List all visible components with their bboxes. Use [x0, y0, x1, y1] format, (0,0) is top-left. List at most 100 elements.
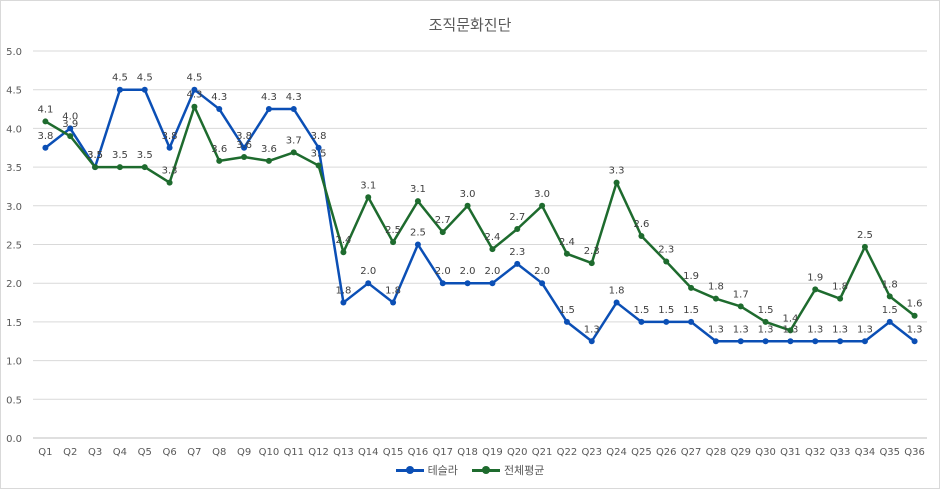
data-label: 1.8: [882, 279, 898, 290]
data-point: [42, 144, 49, 151]
data-point: [886, 318, 893, 325]
data-label: 2.3: [509, 247, 525, 258]
data-label: 3.9: [62, 119, 78, 130]
data-point: [613, 299, 620, 306]
data-label: 3.6: [211, 144, 227, 155]
data-label: 1.3: [584, 324, 600, 335]
x-tick-label: Q3: [88, 447, 102, 458]
data-label: 1.8: [385, 286, 401, 297]
data-label: 3.8: [311, 131, 327, 142]
legend-item: 전체평균: [471, 462, 545, 478]
data-label: 4.0: [62, 111, 78, 122]
x-tick-label: Q4: [113, 447, 127, 458]
data-label: 3.6: [261, 144, 277, 155]
y-tick-label: 2.5: [6, 241, 22, 252]
data-point: [42, 118, 49, 125]
x-tick-label: Q13: [333, 447, 354, 458]
x-tick-label: Q26: [656, 447, 677, 458]
legend-swatch: [471, 465, 500, 475]
y-tick-label: 1.0: [6, 357, 22, 368]
data-point: [464, 202, 471, 209]
data-point: [191, 86, 198, 93]
data-label: 1.9: [683, 271, 699, 282]
data-point: [216, 157, 223, 164]
data-label: 1.8: [335, 286, 351, 297]
data-point: [315, 144, 322, 151]
data-point: [737, 338, 744, 345]
data-point: [712, 338, 719, 345]
legend-item: 테슬라: [395, 462, 458, 478]
data-label: 4.5: [112, 73, 128, 84]
data-point: [340, 299, 347, 306]
data-label: 2.6: [633, 219, 649, 230]
data-point: [290, 149, 297, 156]
data-label: 3.5: [112, 150, 128, 161]
chart-title: 조직문화진단: [428, 16, 512, 34]
data-label: 4.5: [186, 73, 202, 84]
data-point: [67, 133, 74, 140]
x-axis-ticks: Q1 Q2 Q3 Q4 Q5 Q6 Q7 Q8 Q9 Q10 Q11 Q12 Q13 Q14 Q15 Q16 Q…: [38, 447, 925, 458]
data-label: 3.6: [236, 140, 252, 151]
data-point: [489, 280, 496, 287]
data-label: 3.3: [162, 166, 178, 177]
x-tick-label: Q19: [482, 447, 503, 458]
x-tick-label: Q8: [212, 447, 226, 458]
data-label: 4.3: [186, 90, 202, 101]
data-label: 3.7: [286, 135, 302, 146]
data-label: 3.3: [609, 166, 625, 177]
data-label: 1.5: [683, 305, 699, 316]
data-label: 1.5: [758, 305, 774, 316]
data-label: 1.5: [882, 305, 898, 316]
x-tick-label: Q33: [830, 447, 851, 458]
data-label: 2.4: [335, 235, 351, 246]
y-tick-label: 2.0: [6, 279, 22, 290]
x-tick-label: Q5: [138, 447, 152, 458]
legend-label: 전체평균: [503, 464, 545, 477]
data-point: [489, 246, 496, 253]
data-label: 4.5: [137, 73, 153, 84]
data-point: [414, 198, 421, 205]
data-point: [315, 162, 322, 169]
data-label: 1.4: [782, 313, 798, 324]
x-tick-label: Q21: [532, 447, 553, 458]
data-point: [390, 239, 397, 246]
data-label: 2.4: [484, 232, 500, 243]
x-tick-label: Q24: [606, 447, 627, 458]
y-tick-label: 3.5: [6, 163, 22, 174]
data-label: 2.7: [509, 212, 525, 223]
data-point: [787, 338, 794, 345]
y-tick-label: 5.0: [6, 47, 22, 58]
data-label: 1.3: [782, 324, 798, 335]
data-point: [837, 338, 844, 345]
data-label: 1.3: [758, 324, 774, 335]
x-tick-label: Q10: [259, 447, 280, 458]
data-point: [390, 299, 397, 306]
series-line: [44, 88, 916, 343]
data-label: 2.0: [460, 266, 476, 277]
x-tick-label: Q16: [408, 447, 429, 458]
data-label: 2.5: [410, 228, 426, 239]
x-tick-label: Q32: [805, 447, 826, 458]
data-point: [141, 86, 148, 93]
data-point: [688, 284, 695, 291]
data-label: 2.7: [435, 215, 451, 226]
data-label: 1.8: [609, 286, 625, 297]
data-point: [414, 241, 421, 248]
data-label: 1.9: [807, 272, 823, 283]
data-point: [265, 106, 272, 113]
data-label: 1.3: [733, 324, 749, 335]
data-point: [737, 303, 744, 310]
data-label: 3.5: [137, 150, 153, 161]
data-point: [638, 318, 645, 325]
data-point: [116, 164, 123, 171]
y-tick-label: 4.0: [6, 124, 22, 135]
data-label: 1.3: [857, 324, 873, 335]
x-tick-label: Q29: [730, 447, 751, 458]
data-point: [464, 280, 471, 287]
y-tick-label: 0.5: [6, 395, 22, 406]
data-point: [812, 286, 819, 293]
data-label: 2.4: [559, 237, 575, 248]
data-label: 1.3: [832, 324, 848, 335]
data-label: 1.8: [708, 282, 724, 293]
